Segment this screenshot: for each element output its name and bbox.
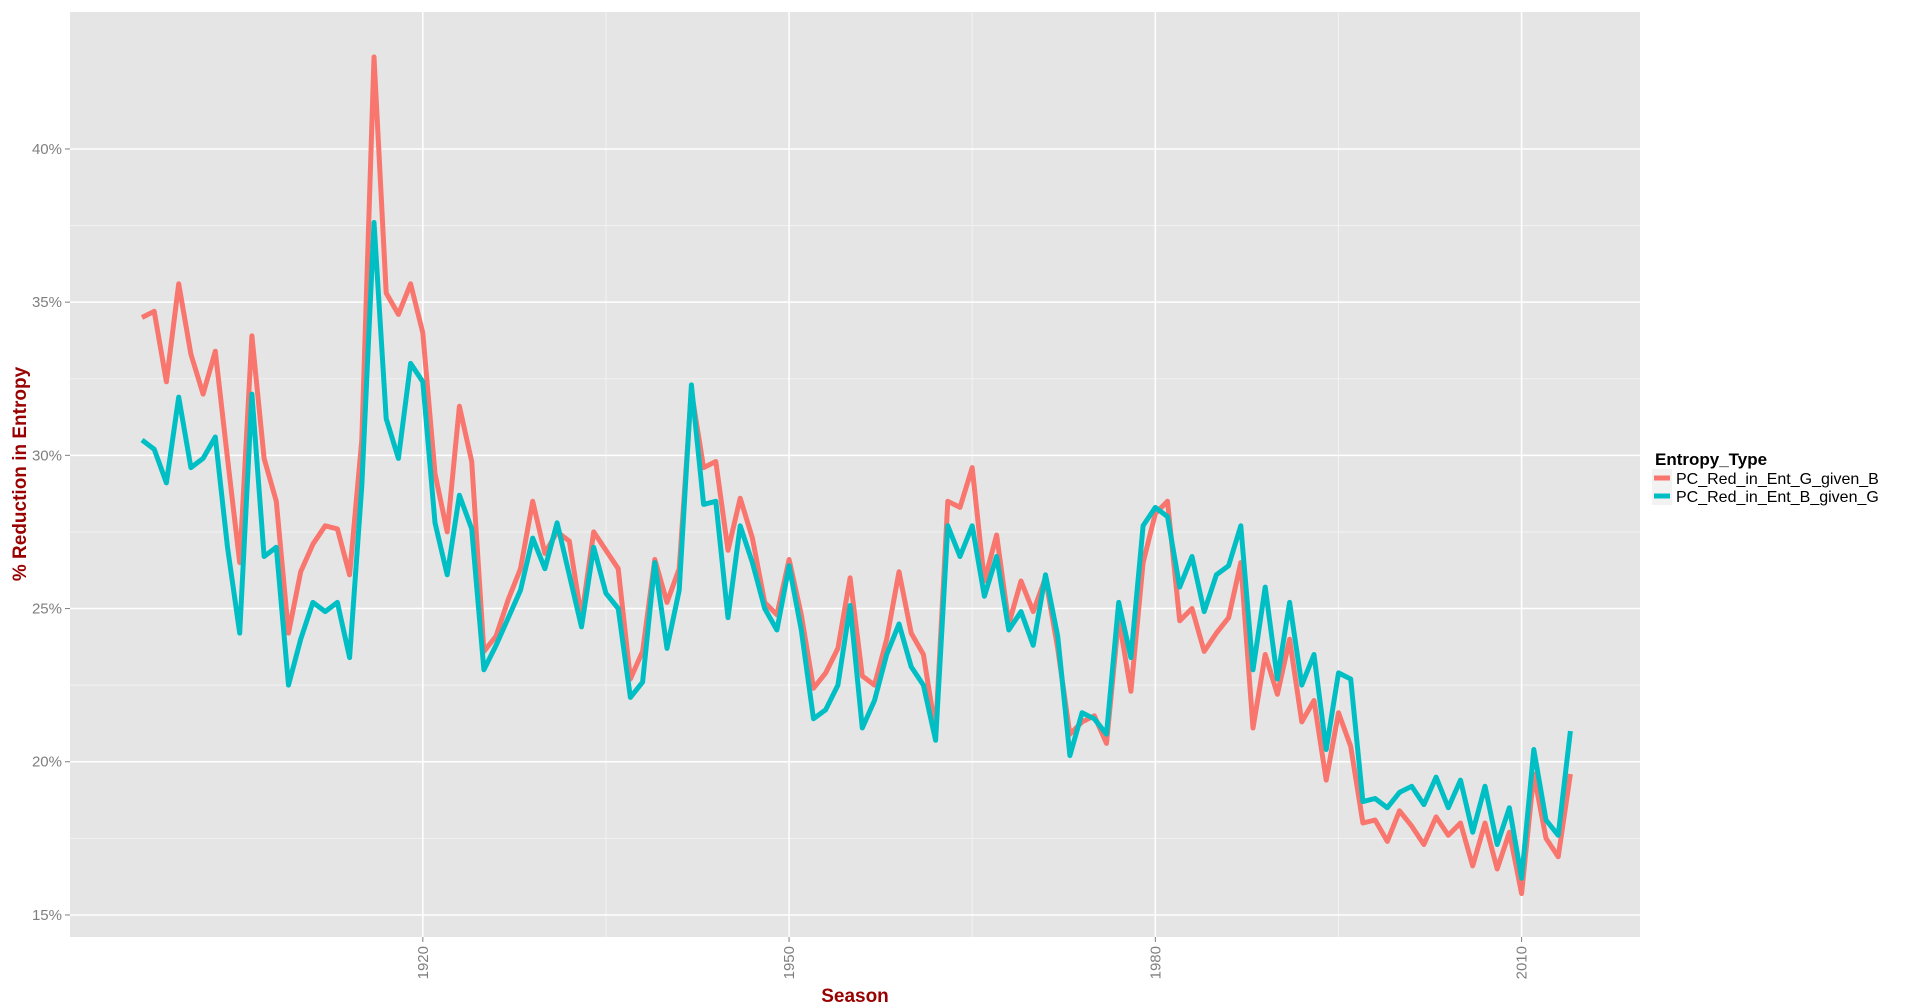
y-axis-label: % Reduction in Entropy (10, 366, 31, 581)
plot-panel (70, 12, 1640, 937)
legend-label: PC_Red_in_Ent_B_given_G (1676, 489, 1879, 506)
legend-label: PC_Red_in_Ent_G_given_B (1676, 471, 1879, 488)
y-tick-label: 15% (32, 907, 62, 924)
y-tick-label: 40% (32, 141, 62, 158)
x-tick-label: 2010 (1514, 946, 1531, 979)
x-tick-label: 1980 (1147, 946, 1164, 979)
y-tick-label: 20% (32, 754, 62, 771)
legend-title: Entropy_Type (1655, 450, 1767, 469)
y-tick-label: 25% (32, 601, 62, 618)
y-tick-label: 35% (32, 294, 62, 311)
x-tick-label: 1920 (415, 946, 432, 979)
data-line (140, 54, 1573, 896)
x-tick-label: 1950 (781, 946, 798, 979)
x-axis-label: Season (821, 986, 889, 1005)
data-line (140, 220, 1573, 881)
y-tick-label: 30% (32, 447, 62, 464)
